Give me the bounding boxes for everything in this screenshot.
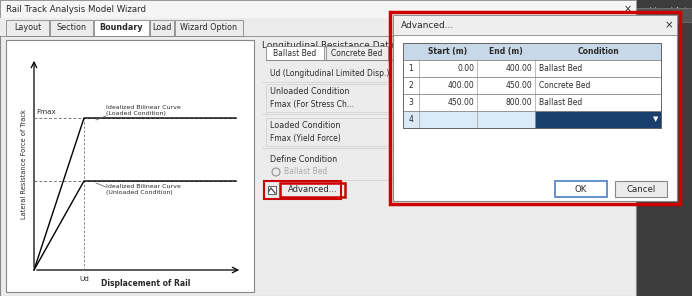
Text: 0.00: 0.00 [457, 64, 474, 73]
Bar [555, 181, 607, 197]
Text: Ballast Bed: Ballast Bed [539, 98, 582, 107]
Text: Ballast Bed: Ballast Bed [539, 64, 582, 73]
Text: m: m [490, 70, 498, 78]
Text: Section: Section [57, 23, 86, 33]
Bar [462, 133, 492, 143]
Bar [535, 111, 661, 128]
Text: Condition: Condition [577, 47, 619, 56]
Text: ent Local Axis: ent Local Axis [641, 7, 690, 13]
Text: 1: 1 [408, 64, 413, 73]
Text: Wizard Option: Wizard Option [181, 23, 237, 33]
Bar [326, 46, 388, 60]
Bar [393, 15, 677, 201]
Bar [462, 99, 492, 109]
Text: Idealized Bilinear Curve
(Loaded Condition): Idealized Bilinear Curve (Loaded Conditi… [106, 105, 181, 116]
Text: Ud (Longitudinal Limited Disp.): Ud (Longitudinal Limited Disp.) [270, 70, 390, 78]
Bar [266, 118, 506, 146]
Text: Fmax (For Stress Ch...: Fmax (For Stress Ch... [270, 99, 354, 109]
Text: Load: Load [152, 23, 172, 33]
Text: Idealized Bilinear Curve
(Unloaded Condition): Idealized Bilinear Curve (Unloaded Condi… [106, 184, 181, 195]
Text: Start (m): Start (m) [428, 47, 468, 56]
Text: Displacement of Rail: Displacement of Rail [101, 279, 191, 287]
Bar [268, 186, 276, 194]
Bar [403, 111, 661, 128]
Text: Layout: Layout [14, 23, 41, 33]
Text: 450.00: 450.00 [447, 98, 474, 107]
Text: Ballast Bed: Ballast Bed [284, 168, 327, 176]
Bar [636, 0, 692, 296]
Bar [636, 8, 692, 22]
Text: Boundary: Boundary [100, 23, 143, 33]
Text: Ballast Bed: Ballast Bed [273, 49, 317, 57]
Bar [0, 18, 636, 36]
Bar [0, 0, 636, 18]
Bar [150, 20, 174, 36]
Bar [458, 68, 486, 79]
Bar [403, 43, 661, 128]
Circle shape [272, 168, 280, 176]
Bar [615, 181, 667, 197]
Bar [390, 12, 680, 204]
Text: Advanced...: Advanced... [401, 20, 455, 30]
Text: Fmax: Fmax [36, 109, 56, 115]
Text: Fmax (Yield Force): Fmax (Yield Force) [270, 133, 340, 142]
Bar [403, 60, 661, 77]
Text: 0: 0 [461, 70, 466, 78]
Text: Structure: Structure [641, 25, 677, 35]
Text: End (m): End (m) [489, 47, 523, 56]
Text: ▼: ▼ [653, 117, 659, 123]
Bar [403, 94, 661, 111]
Text: Advanced...: Advanced... [288, 186, 337, 194]
Text: OK: OK [575, 184, 588, 194]
Text: ×: × [664, 20, 673, 30]
Bar [94, 20, 149, 36]
Text: 4: 4 [408, 115, 413, 124]
Text: Define Condition: Define Condition [270, 155, 337, 165]
Text: 2: 2 [408, 81, 413, 90]
Text: Rail Track Analysis Model Wizard: Rail Track Analysis Model Wizard [6, 4, 146, 14]
Bar [6, 20, 49, 36]
Text: Concrete Bed: Concrete Bed [539, 81, 590, 90]
Bar [403, 77, 661, 94]
Text: 3: 3 [408, 98, 413, 107]
Bar [50, 20, 93, 36]
Text: Ud: Ud [79, 276, 89, 282]
Text: 400.00: 400.00 [447, 81, 474, 90]
Text: Concrete Bed: Concrete Bed [331, 49, 383, 57]
Bar [266, 84, 506, 112]
Text: Lateral Resistance Force of Track: Lateral Resistance Force of Track [21, 109, 27, 219]
Bar [175, 20, 243, 36]
Text: 800.00: 800.00 [505, 98, 532, 107]
Text: 400.00: 400.00 [505, 64, 532, 73]
Bar [266, 46, 324, 60]
Bar [264, 181, 341, 199]
Text: ×: × [624, 4, 632, 14]
Text: Longitudinal Resistance Data: Longitudinal Resistance Data [262, 41, 394, 51]
Bar [393, 15, 677, 35]
Text: 450.00: 450.00 [505, 81, 532, 90]
Bar [6, 40, 254, 292]
Text: Cancel: Cancel [626, 184, 655, 194]
Text: Loaded Condition: Loaded Condition [270, 121, 340, 131]
Bar [280, 183, 345, 197]
Text: Unloaded Condition: Unloaded Condition [270, 88, 349, 96]
Bar [403, 43, 661, 60]
